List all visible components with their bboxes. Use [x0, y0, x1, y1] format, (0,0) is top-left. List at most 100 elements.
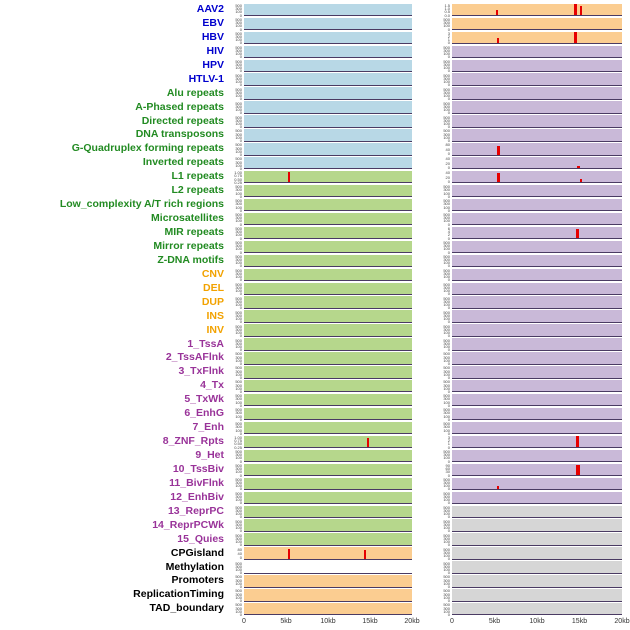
left-y-axis-ticks: 500 300 100 0	[228, 379, 244, 394]
y-tick-label: 500	[235, 407, 242, 413]
row-label: 10_TssBiv	[172, 462, 224, 475]
column-gap	[412, 156, 436, 170]
y-tick-label: 300	[443, 535, 450, 541]
y-tick-label: 100	[235, 371, 242, 377]
y-tick-label: 500	[235, 253, 242, 259]
right-track-panel	[452, 380, 622, 393]
y-tick-label: 3	[447, 30, 450, 36]
track-baseline	[452, 321, 622, 323]
y-tick-label: 300	[443, 326, 450, 332]
right-track-panel	[452, 226, 622, 240]
y-tick-label: 0	[447, 472, 450, 477]
y-tick-label: 500	[443, 267, 450, 273]
row-label: HPV	[202, 58, 224, 71]
y-tick-label: 500	[235, 421, 242, 427]
y-tick-label: 300	[235, 577, 242, 583]
y-tick-label: 500	[235, 518, 242, 524]
right-y-axis-ticks: 500 300 100 0	[436, 17, 452, 31]
y-tick-label: 100	[235, 162, 242, 168]
row-label: DEL	[203, 281, 224, 294]
track-row: 2_TssAFlnk 500 300 100 0 500 300 100 0	[0, 351, 630, 365]
y-tick-label: 0	[239, 374, 242, 380]
y-tick-label: 100	[235, 232, 242, 238]
left-track-panel	[244, 394, 412, 407]
y-tick-label: 100	[235, 288, 242, 294]
y-tick-label: 0	[447, 82, 450, 87]
y-tick-label: 100	[235, 594, 242, 600]
y-tick-label: 100	[443, 594, 450, 600]
y-tick-label: 500	[443, 546, 450, 552]
y-tick-label: 0	[239, 555, 242, 561]
track-baseline	[452, 154, 622, 156]
track-baseline	[244, 377, 412, 379]
y-tick-label: 500	[235, 337, 242, 343]
y-tick-label: 0	[447, 110, 450, 115]
row-label: Alu repeats	[166, 86, 224, 99]
y-tick-label: 100	[235, 246, 242, 252]
y-tick-label: 300	[235, 591, 242, 597]
y-tick-label: 300	[443, 577, 450, 583]
signal-spike	[497, 145, 501, 155]
right-track-panel	[452, 310, 622, 323]
track-row: CPGisland 80 40 0 500 300 100 0	[0, 547, 630, 561]
right-y-axis-ticks: 500 300 100 0	[436, 268, 452, 282]
y-tick-label: 0	[239, 82, 242, 87]
track-baseline	[452, 43, 622, 45]
row-label: 7_Enh	[192, 421, 224, 434]
column-gap	[412, 282, 436, 296]
column-gap	[412, 184, 436, 198]
y-tick-label: 0	[239, 361, 242, 366]
y-tick-label: 500	[235, 393, 242, 399]
column-gap	[412, 31, 436, 45]
x-axis-tick-label: 5kb	[280, 618, 292, 626]
track-baseline	[244, 433, 412, 435]
left-track-panel	[244, 407, 412, 421]
y-tick-label: 100	[443, 385, 450, 391]
signal-spike	[287, 171, 290, 183]
y-tick-label: 300	[443, 494, 450, 500]
track-baseline	[244, 349, 412, 351]
right-y-axis-ticks: 500 300 100 0	[436, 45, 452, 59]
track-baseline	[244, 502, 412, 504]
y-tick-label: 0	[239, 416, 242, 422]
y-tick-label: 0	[239, 291, 242, 296]
row-label: 9_Het	[195, 449, 224, 461]
y-tick-label: 300	[443, 75, 450, 81]
left-track-panel	[244, 101, 412, 114]
y-tick-label: 500	[235, 309, 242, 315]
track-baseline	[244, 530, 412, 532]
y-tick-label: 0	[239, 570, 242, 575]
y-tick-label: 100	[443, 483, 450, 489]
track-baseline	[244, 70, 412, 72]
signal-spike	[573, 4, 577, 16]
signal-spike	[576, 166, 580, 169]
y-tick-label: 2	[447, 232, 450, 238]
row-label: 3_TxFlnk	[178, 365, 224, 378]
y-tick-label: 100	[443, 427, 450, 433]
right-y-axis-ticks: 500 300 100 0	[436, 184, 452, 199]
y-tick-label: 300	[235, 452, 242, 458]
y-tick-label: 0	[239, 26, 242, 31]
y-tick-label: 300	[235, 563, 242, 569]
y-tick-label: 100	[235, 608, 242, 614]
left-y-axis-ticks: 500 300 100 0	[228, 351, 244, 366]
right-track-panel	[452, 421, 622, 435]
y-tick-label: 1	[447, 441, 450, 447]
track-row: DNA transposons 500 300 100 0 500 300 100 0	[0, 128, 630, 142]
left-track-panel	[244, 115, 412, 128]
right-y-axis-ticks: 500 300 100 0	[436, 574, 452, 589]
track-baseline	[452, 252, 622, 254]
y-tick-label: 0	[447, 611, 450, 617]
track-row: DEL 500 300 100 0 500 300 100 0	[0, 282, 630, 296]
y-tick-label: 300	[443, 368, 450, 374]
y-tick-label: 500	[235, 504, 242, 510]
y-tick-label: 0	[239, 514, 242, 519]
right-y-axis-ticks: 500 300 100 0	[436, 198, 452, 212]
y-tick-label: 300	[443, 591, 450, 597]
y-tick-label: 300	[443, 382, 450, 388]
y-tick-label: 0	[447, 277, 450, 282]
left-track-panel	[244, 171, 412, 184]
track-baseline	[244, 363, 412, 365]
y-tick-label: 0	[447, 305, 450, 310]
